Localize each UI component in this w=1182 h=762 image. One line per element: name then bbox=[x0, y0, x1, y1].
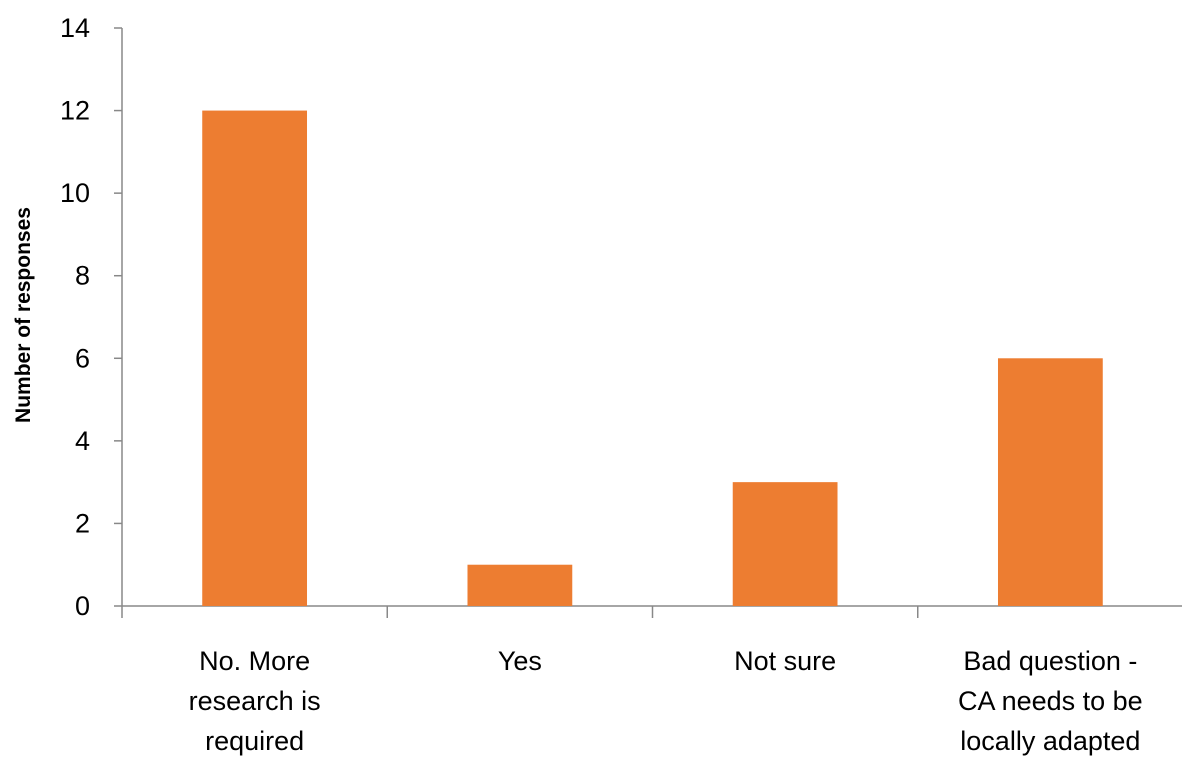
y-tick-label: 14 bbox=[60, 13, 90, 43]
x-category-label: Not sure bbox=[734, 646, 836, 676]
x-category-label: Bad question -CA needs to be locally adap… bbox=[958, 646, 1143, 756]
y-axis: 0 2 4 6 8 10 12 14 bbox=[60, 13, 123, 621]
y-tick-label: 6 bbox=[75, 343, 90, 373]
bar bbox=[997, 358, 1103, 606]
y-tick-label: 4 bbox=[75, 426, 90, 456]
y-tick-label: 12 bbox=[60, 96, 90, 126]
x-axis bbox=[121, 605, 1182, 618]
category-labels: No. More research is required Yes Not sure Ba… bbox=[189, 646, 1143, 756]
x-category-label: Yes bbox=[498, 646, 542, 676]
y-axis-title: Number of responses bbox=[12, 207, 35, 423]
bars bbox=[202, 110, 1103, 607]
y-tick-label: 10 bbox=[60, 178, 90, 208]
y-tick-label: 2 bbox=[75, 508, 90, 538]
x-category-label: No. More research is required bbox=[189, 646, 321, 756]
y-tick-label: 8 bbox=[75, 261, 90, 291]
bar bbox=[202, 110, 308, 607]
bar bbox=[732, 482, 838, 606]
y-tick-label: 0 bbox=[75, 591, 90, 621]
bar bbox=[467, 564, 573, 606]
